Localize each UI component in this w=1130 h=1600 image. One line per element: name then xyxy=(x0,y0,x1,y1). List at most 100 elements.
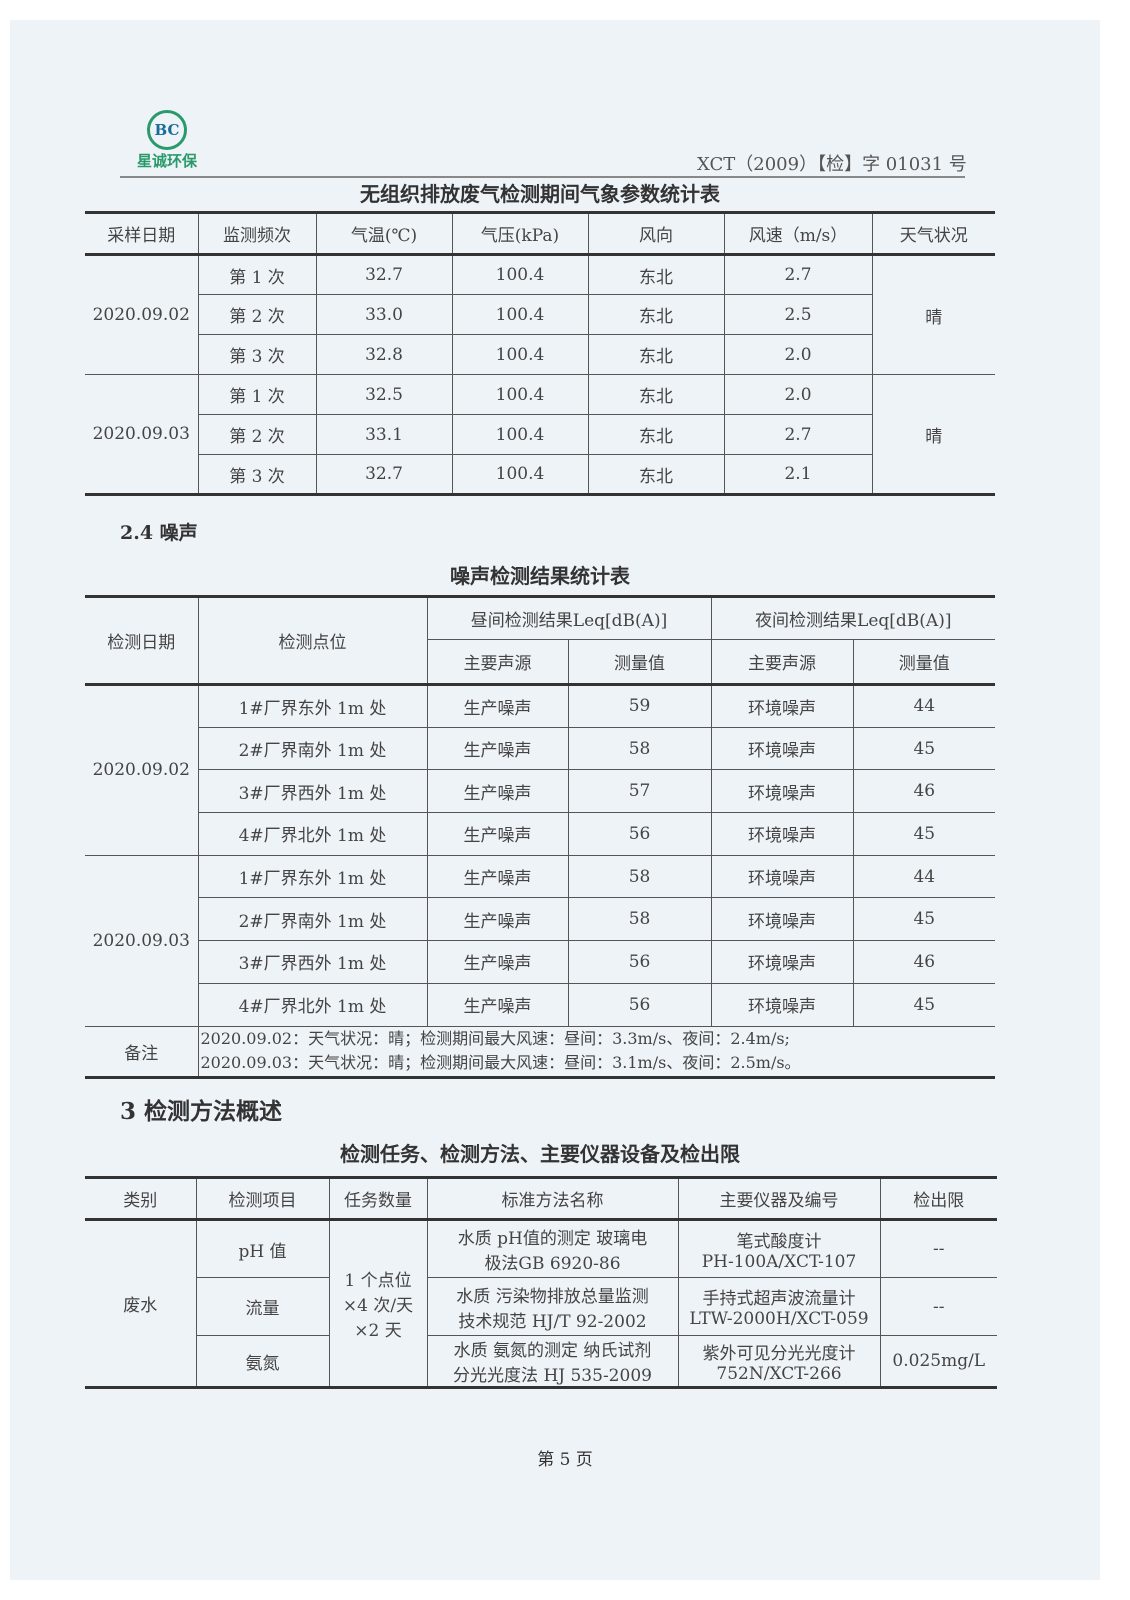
weather-table: 采样日期 监测频次 气温(℃) 气压(kPa) 风向 风速（m/s） 天气状况 2020.09… xyxy=(85,211,995,496)
logo-emblem-icon: BC xyxy=(147,110,187,150)
method-line: 极法GB 6920-86 xyxy=(484,1254,621,1274)
table-row: 第 2 次 33.1 100.4 东北 2.7 xyxy=(85,414,995,455)
table-row: 第 2 次 33.0 100.4 东北 2.5 xyxy=(85,294,995,335)
data-cell: 2.0 xyxy=(723,374,873,415)
column-header: 检测日期 xyxy=(85,596,199,686)
method-cell: 水质 污染物排放总量监测 技术规范 HJ/T 92-2002 xyxy=(426,1277,679,1336)
header-row: 主要声源 测量值 主要声源 测量值 xyxy=(85,639,996,686)
data-cell: 44 xyxy=(852,684,996,728)
header-divider xyxy=(120,176,965,178)
column-header: 气温(℃) xyxy=(315,212,453,256)
data-cell: 56 xyxy=(567,940,712,984)
data-cell: 2#厂界南外 1m 处 xyxy=(198,897,428,942)
method-line: 水质 氨氮的测定 纳氏试剂 xyxy=(453,1341,652,1361)
limit-cell: -- xyxy=(879,1277,997,1336)
data-cell: 100.4 xyxy=(451,454,589,495)
data-cell: 2.7 xyxy=(723,414,872,455)
table-row: 3#厂界西外 1m 处生产噪声 56 环境噪声 46 xyxy=(85,940,996,984)
data-cell: 1#厂界东外 1m 处 xyxy=(197,684,428,728)
instrument-cell: 紫外可见分光光度计 752N/XCT-266 xyxy=(677,1335,881,1388)
instrument-line: LTW-2000H/XCT-059 xyxy=(689,1309,869,1329)
table-row: 2#厂界南外 1m 处生产噪声 58 环境噪声 45 xyxy=(85,897,996,942)
data-cell: 第 3 次 xyxy=(198,334,317,375)
table-row: 4#厂界北外 1m 处生产噪声 56 环境噪声 45 xyxy=(85,982,996,1027)
instrument-line: 手持式超声波流量计 xyxy=(702,1289,856,1309)
data-cell: 32.7 xyxy=(315,254,453,295)
data-cell: 58 xyxy=(567,726,712,771)
data-cell: 第 2 次 xyxy=(198,294,317,335)
column-header: 监测频次 xyxy=(197,212,317,256)
method-cell: 水质 氨氮的测定 纳氏试剂 分光光度法 HJ 535-2009 xyxy=(426,1335,679,1388)
column-header: 主要声源 xyxy=(427,639,569,686)
data-cell: 45 xyxy=(852,982,996,1027)
weather-cell: 晴 xyxy=(871,254,995,375)
data-cell: 环境噪声 xyxy=(710,854,854,899)
table2-title: 噪声检测结果统计表 xyxy=(450,564,630,588)
date-cell: 2020.09.03 xyxy=(85,374,199,495)
quantity-line: 1 个点位 xyxy=(344,1271,412,1291)
item-cell: pH 值 xyxy=(195,1219,330,1278)
table-row: 第 3 次 32.7 100.4 东北 2.1 xyxy=(85,454,995,495)
column-header: 风速（m/s） xyxy=(723,212,873,256)
data-cell: 45 xyxy=(852,726,996,771)
note-row: 备注 2020.09.02：天气状况：晴；检测期间最大风速：昼间：3.3m/s、夜… xyxy=(85,1025,996,1078)
method-line: 水质 污染物排放总量监测 xyxy=(456,1286,649,1307)
data-cell: 32.7 xyxy=(315,454,453,495)
data-cell: 第 3 次 xyxy=(198,454,317,495)
data-cell: 第 2 次 xyxy=(198,414,317,455)
table-row: 2020.09.02 第 1 次 32.7 100.4 东北 2.7 晴 xyxy=(85,254,995,375)
column-header: 检测点位 xyxy=(197,596,428,686)
data-cell: 东北 xyxy=(587,334,725,375)
data-cell: 33.1 xyxy=(315,414,453,455)
method-line: 技术规范 HJ/T 92-2002 xyxy=(458,1311,647,1332)
data-cell: 2#厂界南外 1m 处 xyxy=(198,726,428,771)
data-cell: 生产噪声 xyxy=(426,684,569,728)
data-cell: 1#厂界东外 1m 处 xyxy=(197,854,428,899)
data-cell: 45 xyxy=(852,812,996,856)
table3-title: 检测任务、检测方法、主要仪器设备及检出限 xyxy=(340,1142,740,1166)
item-cell: 氨氮 xyxy=(196,1335,330,1388)
data-cell: 100.4 xyxy=(451,414,589,455)
section-noise-heading: 2.4 噪声 xyxy=(120,522,198,544)
page-number: 第 5 页 xyxy=(537,1450,593,1470)
data-cell: 2.0 xyxy=(723,334,872,375)
data-cell: 生产噪声 xyxy=(426,812,569,856)
data-cell: 2.1 xyxy=(723,454,872,495)
data-cell: 东北 xyxy=(587,454,725,495)
data-cell: 生产噪声 xyxy=(426,854,569,899)
column-header: 主要声源 xyxy=(710,639,854,686)
logo-text: 星诚环保 xyxy=(136,152,197,170)
column-header: 风向 xyxy=(587,212,725,256)
data-cell: 58 xyxy=(567,897,712,942)
data-cell: 32.5 xyxy=(315,374,453,415)
data-cell: 生产噪声 xyxy=(426,897,569,942)
data-cell: 56 xyxy=(567,982,712,1027)
data-cell: 生产噪声 xyxy=(426,726,569,771)
data-cell: 2.5 xyxy=(723,294,872,335)
instrument-line: 紫外可见分光光度计 xyxy=(702,1343,856,1364)
section-methods-heading: 3 检测方法概述 xyxy=(120,1098,283,1125)
data-cell: 45 xyxy=(852,897,996,942)
column-header: 任务数量 xyxy=(328,1177,428,1221)
instrument-line: PH-100A/XCT-107 xyxy=(701,1251,857,1272)
note-cell: 2020.09.02：天气状况：晴；检测期间最大风速：昼间：3.3m/s、夜间：… xyxy=(197,1025,996,1078)
weather-cell: 晴 xyxy=(871,374,995,495)
data-cell: 生产噪声 xyxy=(426,940,569,984)
instrument-line: 笔式酸度计 xyxy=(736,1231,822,1252)
table-row: 流量 水质 污染物排放总量监测 技术规范 HJ/T 92-2002 手持式超声波流量计… xyxy=(85,1277,997,1336)
note-label: 备注 xyxy=(85,1025,199,1078)
column-header: 采样日期 xyxy=(85,212,199,256)
column-header: 夜间检测结果Leq[dB(A)] xyxy=(710,596,996,640)
data-cell: 环境噪声 xyxy=(710,940,854,984)
data-cell: 3#厂界西外 1m 处 xyxy=(198,940,428,984)
report-number: XCT（2009）【检】字 01031 号 xyxy=(697,154,967,175)
data-cell: 46 xyxy=(852,940,996,984)
data-cell: 58 xyxy=(567,854,712,899)
table-row: 第 3 次 32.8 100.4 东北 2.0 xyxy=(85,334,995,375)
date-cell: 2020.09.03 xyxy=(85,854,199,1027)
limit-cell: 0.025mg/L xyxy=(879,1335,997,1388)
header-row: 检测日期 检测点位 昼间检测结果Leq[dB(A)] 夜间检测结果Leq[dB(A)] xyxy=(85,596,996,686)
data-cell: 100.4 xyxy=(451,294,589,335)
data-cell: 100.4 xyxy=(451,334,589,375)
data-cell: 33.0 xyxy=(315,294,453,335)
